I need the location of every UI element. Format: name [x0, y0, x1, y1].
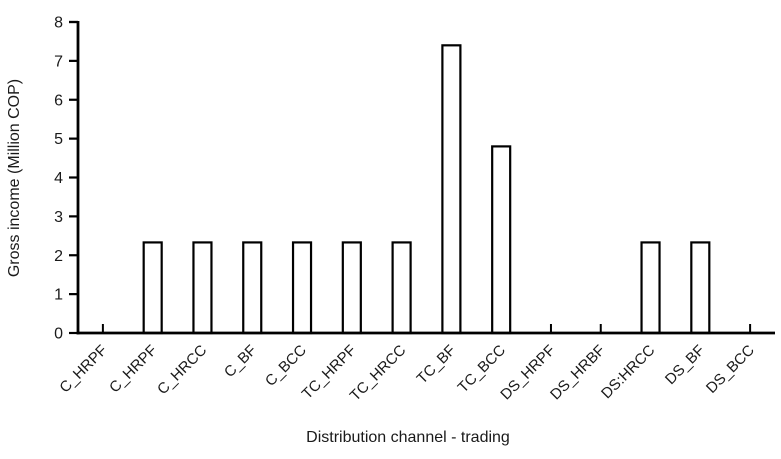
x-category-label: DS_BF — [662, 342, 708, 388]
y-tick-label: 8 — [54, 15, 63, 32]
bar — [192, 241, 213, 335]
x-category-label: C_HRCC — [154, 342, 210, 398]
y-tick-label: 3 — [54, 209, 63, 226]
bar — [640, 241, 661, 335]
bar — [142, 241, 163, 335]
y-tick-label: 2 — [54, 248, 63, 265]
x-category-label: C_HRPF — [106, 342, 160, 396]
bar — [690, 241, 711, 335]
y-tick-label: 0 — [54, 326, 63, 343]
bar — [391, 241, 412, 335]
x-category-label: DS_HRBF — [547, 342, 609, 404]
x-category-label: C_BCC — [262, 342, 310, 390]
y-tick-label: 4 — [54, 170, 63, 187]
bar — [291, 241, 313, 335]
bar — [441, 44, 462, 335]
y-tick-label: 1 — [54, 287, 63, 304]
bar — [242, 241, 263, 335]
x-category-label: C_BF — [221, 342, 260, 381]
x-axis-title: Distribution channel - trading — [306, 429, 510, 446]
y-tick-label: 6 — [54, 92, 63, 109]
x-category-label: TC_BF — [414, 342, 460, 388]
y-tick-label: 7 — [54, 53, 63, 70]
x-category-label: C_HRPF — [56, 342, 110, 396]
y-tick-label: 5 — [54, 131, 63, 148]
y-axis-title: Gross income (Million COP) — [6, 78, 23, 278]
x-category-label: DS_BCC — [703, 342, 758, 397]
bar — [491, 145, 512, 335]
bar — [341, 241, 362, 335]
x-category-label: DS:HRCC — [598, 342, 658, 402]
